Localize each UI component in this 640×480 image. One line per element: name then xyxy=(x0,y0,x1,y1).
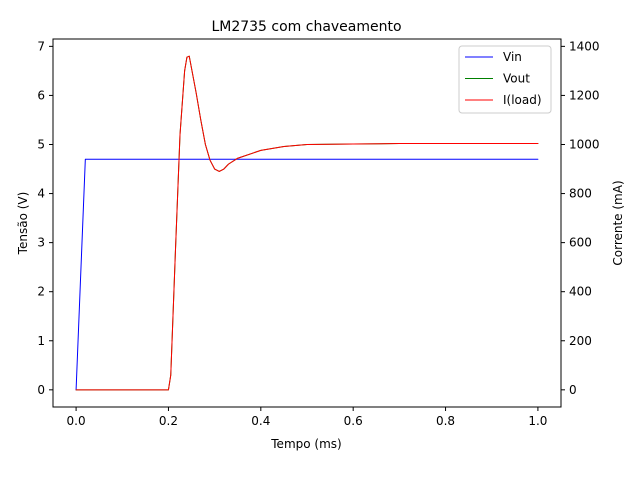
legend-label: Vout xyxy=(503,72,530,86)
y-tick-label: 0 xyxy=(37,383,45,397)
right-y-tick-label: 0 xyxy=(569,383,577,397)
series-line-vin xyxy=(75,158,539,391)
x-tick-label: 0.2 xyxy=(159,414,178,428)
legend: Vin Vout I(load) xyxy=(458,45,552,114)
legend-box xyxy=(458,45,552,114)
x-tick-label: 0.8 xyxy=(436,414,455,428)
x-axis-ticks: 0.0 0.2 0.4 0.6 0.8 1.0 xyxy=(67,407,547,428)
plot-border xyxy=(52,38,562,408)
y-axis-ticks: 0 1 2 3 4 5 6 7 xyxy=(37,39,53,397)
right-y-tick-label: 200 xyxy=(569,334,592,348)
series-group xyxy=(75,55,539,391)
x-tick-label: 0.6 xyxy=(344,414,363,428)
x-tick-label: 0.4 xyxy=(251,414,270,428)
x-tick-label: 1.0 xyxy=(528,414,547,428)
y-axis-label: Tensão (V) xyxy=(16,192,30,256)
y-tick-label: 4 xyxy=(37,187,45,201)
legend-label: I(load) xyxy=(503,93,542,107)
right-y-tick-label: 400 xyxy=(569,285,592,299)
y-tick-label: 5 xyxy=(37,137,45,151)
chart-title: LM2735 com chaveamento xyxy=(211,19,401,35)
right-y-tick-label: 1000 xyxy=(569,137,600,151)
legend-label: Vin xyxy=(503,50,522,64)
right-y-axis-label: Corrente (mA) xyxy=(611,180,625,265)
right-y-tick-label: 1200 xyxy=(569,88,600,102)
right-y-tick-label: 800 xyxy=(569,187,592,201)
right-y-axis-ticks: 0 200 400 600 800 1000 1200 1400 xyxy=(561,39,600,397)
y-tick-label: 7 xyxy=(37,39,45,53)
right-y-tick-label: 600 xyxy=(569,236,592,250)
y-tick-label: 1 xyxy=(37,334,45,348)
series-line-i-load xyxy=(75,55,539,391)
right-y-tick-label: 1400 xyxy=(569,39,600,53)
y-tick-label: 6 xyxy=(37,88,45,102)
x-tick-label: 0.0 xyxy=(67,414,86,428)
y-tick-label: 3 xyxy=(37,236,45,250)
y-tick-label: 2 xyxy=(37,285,45,299)
x-axis-label: Tempo (ms) xyxy=(270,437,341,451)
